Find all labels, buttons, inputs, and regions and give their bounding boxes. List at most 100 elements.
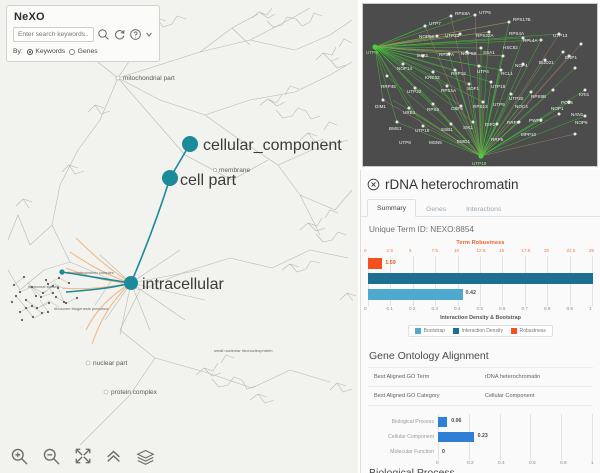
svg-text:UTP20: UTP20 bbox=[509, 96, 524, 101]
svg-text:RRP9: RRP9 bbox=[507, 120, 520, 125]
svg-text:NOP58: NOP58 bbox=[461, 51, 477, 56]
fractal-cluster-bottomright bbox=[281, 209, 357, 302]
close-circle-icon[interactable] bbox=[367, 178, 380, 191]
biological-process-title: Biological Process bbox=[369, 467, 455, 473]
node-cell-part[interactable] bbox=[162, 170, 178, 186]
svg-text:UTP21: UTP21 bbox=[445, 33, 460, 38]
tab-summary[interactable]: Summary bbox=[367, 199, 417, 217]
svg-text:RPS1A: RPS1A bbox=[441, 88, 457, 93]
go-bar-biological-process[interactable] bbox=[438, 417, 448, 427]
radio-genes[interactable]: Genes bbox=[69, 48, 98, 55]
node-ribonucleoprotein-complex[interactable] bbox=[59, 269, 65, 275]
svg-text:UTP5: UTP5 bbox=[493, 102, 505, 107]
legend-swatch-interaction-density bbox=[453, 328, 460, 334]
bar-robustness[interactable] bbox=[368, 258, 383, 269]
fit-to-screen-icon[interactable] bbox=[74, 447, 92, 465]
go-value-cellular-component: 0.23 bbox=[477, 433, 488, 440]
gene-interaction-network[interactable]: RPS8A UTP6 UTP7 NOP56 RPS17B UTP21 RPS22… bbox=[362, 3, 598, 167]
go-value-biological-process: 0.06 bbox=[451, 418, 462, 424]
hub-node-utp10[interactable] bbox=[478, 153, 484, 159]
svg-text:RPL4A: RPL4A bbox=[523, 38, 538, 43]
tab-interactions[interactable]: Interactions bbox=[466, 206, 502, 213]
svg-text:MSN5: MSN5 bbox=[429, 140, 442, 145]
robustness-plot-area: 1.59 0.42 bbox=[368, 256, 594, 306]
svg-text:UTP13: UTP13 bbox=[553, 33, 568, 38]
hub-label-utp9: UTP9 bbox=[366, 50, 378, 55]
svg-text:SIK1: SIK1 bbox=[463, 125, 473, 130]
reset-icon[interactable] bbox=[113, 28, 126, 41]
label-cellular-component: cellular_component bbox=[203, 137, 342, 154]
dense-gene-cluster bbox=[10, 275, 79, 322]
ontology-graph[interactable]: cellular_component cell part intracellul… bbox=[0, 0, 358, 473]
gene-network-graph[interactable]: RPS8A UTP6 UTP7 NOP56 RPS17B UTP21 RPS22… bbox=[363, 4, 598, 167]
robustness-chart: Term Robustness 0 2.5 5 7.5 10 12.5 15 1… bbox=[364, 240, 594, 341]
node-cellular-component[interactable] bbox=[182, 136, 198, 152]
legend-item-interaction-density[interactable]: Interaction Density bbox=[453, 328, 503, 334]
label-small-nucleolar-ribonucleoprotein: small nucleolar ribonucleoprotein bbox=[214, 348, 272, 353]
search-by-row: By: Keywords Genes bbox=[13, 48, 153, 55]
bar-interaction-density[interactable] bbox=[368, 273, 593, 284]
svg-text:NOP4: NOP4 bbox=[515, 63, 528, 68]
svg-text:RPS7A: RPS7A bbox=[439, 52, 455, 57]
zoom-out-icon[interactable] bbox=[42, 447, 61, 466]
svg-text:NOC4: NOC4 bbox=[515, 104, 528, 109]
svg-text:SSA1: SSA1 bbox=[483, 50, 495, 55]
label-ribosome-biogenesis-precursor: ribosome biogenesis precursor bbox=[54, 306, 109, 311]
svg-text:UTP6: UTP6 bbox=[479, 10, 491, 15]
search-icon[interactable] bbox=[97, 28, 110, 41]
svg-text:SSB1: SSB1 bbox=[441, 127, 453, 132]
bar-bootstrap[interactable] bbox=[368, 289, 463, 300]
label-nuclear-part: nuclear part bbox=[93, 360, 128, 367]
network-toolbar bbox=[0, 439, 358, 473]
svg-text:UTP15: UTP15 bbox=[415, 128, 430, 133]
radio-keywords[interactable]: Keywords bbox=[26, 48, 65, 55]
robustness-x-axis-label: Interaction Density & Bootstrap bbox=[440, 315, 521, 321]
table-row: Best Aligned GO Term rDNA heterochromati… bbox=[368, 368, 593, 387]
search-by-label: By: bbox=[13, 48, 23, 55]
node-protein-complex[interactable] bbox=[103, 389, 109, 395]
go-label-cellular-component: Cellular Component bbox=[388, 433, 434, 440]
svg-text:RCL1: RCL1 bbox=[501, 71, 513, 76]
fractal-cluster-bottomleft bbox=[195, 354, 353, 404]
robustness-chart-title: Term Robustness bbox=[456, 240, 505, 246]
node-mitochondrial-part[interactable] bbox=[115, 75, 121, 81]
go-category-key: Best Aligned GO Category bbox=[374, 393, 440, 399]
go-alignment-table: Best Aligned GO Term rDNA heterochromati… bbox=[368, 367, 593, 406]
label-ribonucleoprotein-complex: ribonucleoprotein complex bbox=[67, 270, 114, 275]
tab-genes[interactable]: Genes bbox=[426, 206, 447, 213]
zoom-in-icon[interactable] bbox=[10, 447, 29, 466]
layers-icon[interactable] bbox=[136, 447, 155, 466]
svg-text:RPS22A: RPS22A bbox=[476, 33, 495, 38]
collapse-chevron-icon[interactable] bbox=[145, 28, 153, 41]
legend-item-bootstrap[interactable]: Bootstrap bbox=[415, 328, 445, 334]
svg-text:NOP6: NOP6 bbox=[575, 120, 588, 125]
svg-text:UTP8: UTP8 bbox=[399, 140, 411, 145]
radio-genes-label: Genes bbox=[77, 48, 98, 55]
go-row-molecular-function: Molecular Function 0 bbox=[368, 445, 593, 460]
app-title: NeXO bbox=[14, 11, 45, 23]
node-intracellular[interactable] bbox=[124, 276, 138, 290]
collapse-all-icon[interactable] bbox=[105, 447, 123, 465]
node-nuclear-part[interactable] bbox=[85, 360, 91, 366]
label-ribosomal-subunit: ribosomal subunit bbox=[28, 284, 60, 289]
svg-text:URB1: URB1 bbox=[403, 110, 416, 115]
svg-text:CBF5: CBF5 bbox=[451, 106, 463, 111]
go-label-biological-process: Biological Process bbox=[391, 418, 434, 425]
fractal-cluster-midright bbox=[259, 85, 338, 143]
node-membrane[interactable] bbox=[213, 168, 217, 172]
svg-text:UTP18: UTP18 bbox=[491, 84, 506, 89]
hub-node-utp9[interactable] bbox=[372, 44, 378, 50]
svg-text:NOP1: NOP1 bbox=[551, 106, 564, 111]
green-edges-utp10 bbox=[388, 21, 586, 157]
legend-item-robustness[interactable]: Robustness bbox=[510, 328, 546, 334]
search-input[interactable] bbox=[13, 27, 94, 42]
go-label-molecular-function: Molecular Function bbox=[390, 449, 434, 456]
gene-labels: RPS8A UTP6 UTP7 NOP56 RPS17B UTP21 RPS22… bbox=[366, 10, 590, 166]
ontology-tree-edges bbox=[7, 7, 353, 446]
go-bar-cellular-component[interactable] bbox=[438, 432, 474, 442]
label-membrane: membrane bbox=[219, 167, 250, 174]
help-icon[interactable] bbox=[129, 28, 142, 41]
ontology-network-canvas[interactable]: cellular_component cell part intracellul… bbox=[0, 0, 358, 473]
gene-nodes bbox=[381, 13, 587, 136]
